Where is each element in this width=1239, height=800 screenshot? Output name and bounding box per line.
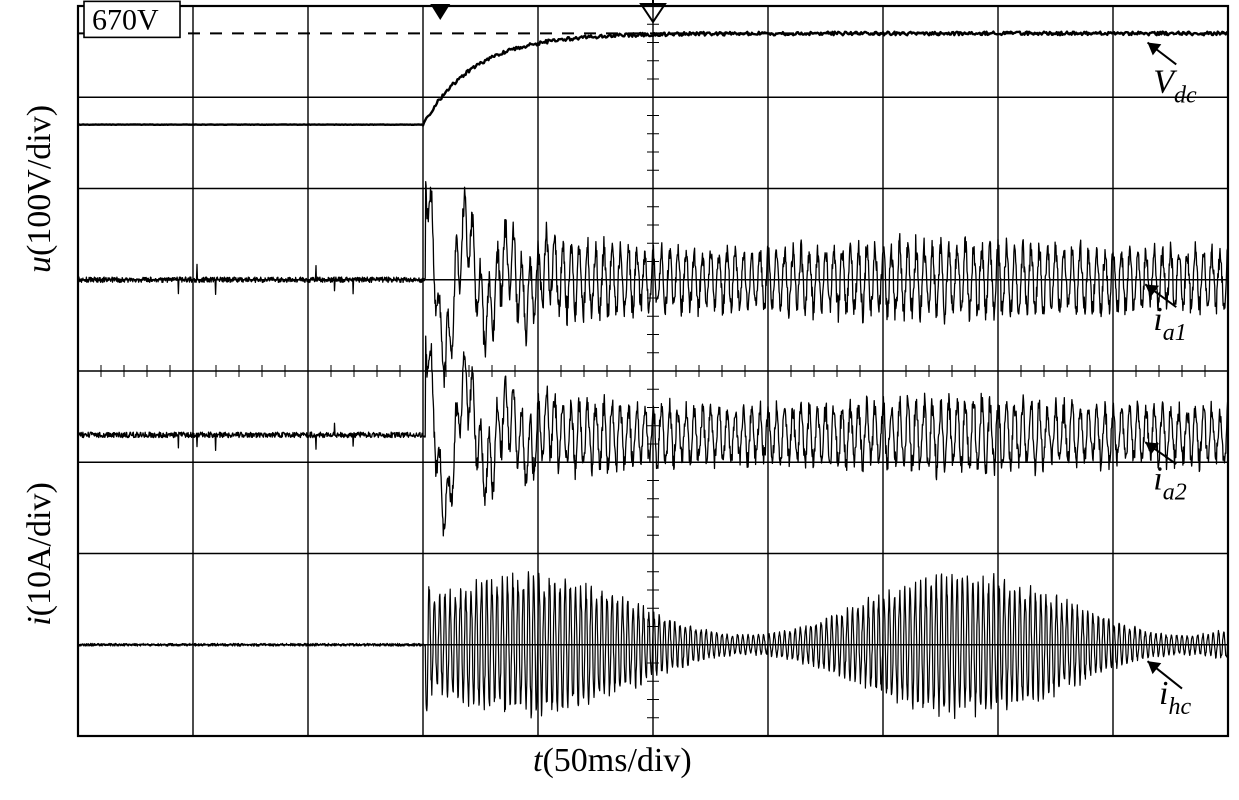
y-axis-label-current: i(10A/div) <box>21 482 59 626</box>
oscilloscope-svg: 670VVdcia1ia2ihc <box>0 0 1239 800</box>
oscilloscope-figure: 670VVdcia1ia2ihc u(100V/div) i(10A/div) … <box>0 0 1239 800</box>
y-axis-label-voltage: u(100V/div) <box>21 104 59 272</box>
x-axis-label-time: t(50ms/div) <box>533 742 692 780</box>
reference-label: 670V <box>92 3 159 36</box>
